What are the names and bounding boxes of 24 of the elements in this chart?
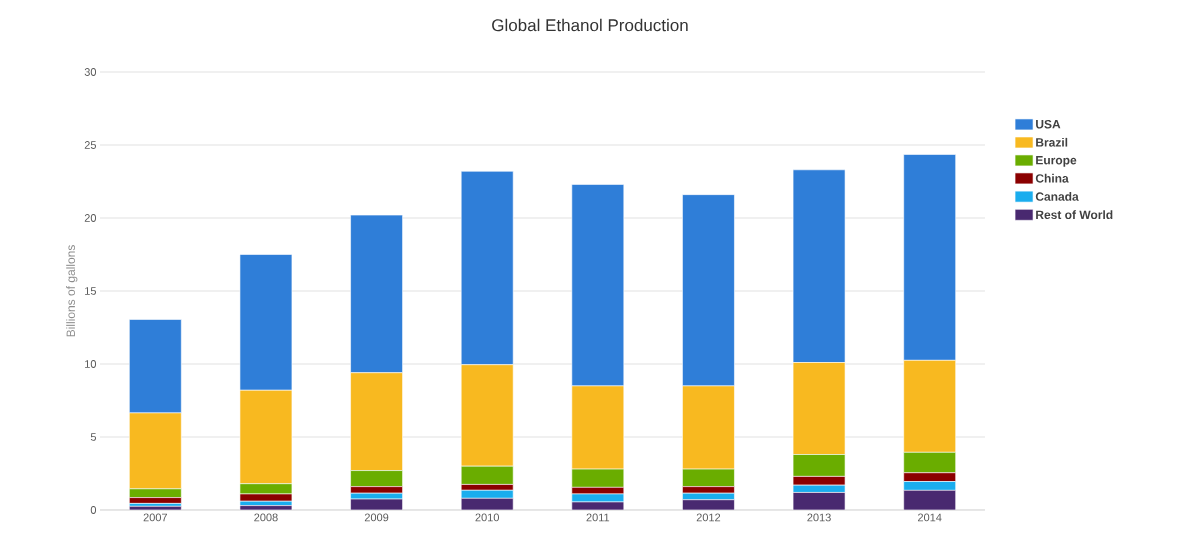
y-tick-label: 0 <box>90 506 97 514</box>
legend-label: China <box>1035 173 1069 183</box>
x-tick-label: 2010 <box>475 513 499 522</box>
y-tick-label: 30 <box>84 68 97 76</box>
legend-label: Europe <box>1036 156 1077 167</box>
bar <box>239 505 293 510</box>
x-tick-label: 2014 <box>918 513 942 522</box>
legend-label: Rest of World <box>1036 210 1113 220</box>
y-tick-label: 20 <box>84 214 97 222</box>
y-tick-label: 10 <box>85 360 97 368</box>
chart-title: Global Ethanol Production <box>492 18 688 32</box>
y-tick-label: 5 <box>90 433 97 441</box>
x-tick-label: 2011 <box>586 513 610 522</box>
x-tick-label: 2007 <box>143 513 167 522</box>
y-tick-label: 15 <box>85 287 97 295</box>
x-tick-label: 2008 <box>254 513 278 522</box>
legend-label: Canada <box>1035 192 1079 201</box>
x-tick-label: 2012 <box>696 513 721 522</box>
y-axis-title: Billions of gallons <box>66 245 78 337</box>
x-tick-label: 2009 <box>364 513 389 522</box>
legend-label: Brazil <box>1036 137 1068 147</box>
legend-label: USA <box>1036 120 1061 129</box>
x-tick-label: 2013 <box>807 513 831 522</box>
y-tick-label: 25 <box>84 141 97 149</box>
